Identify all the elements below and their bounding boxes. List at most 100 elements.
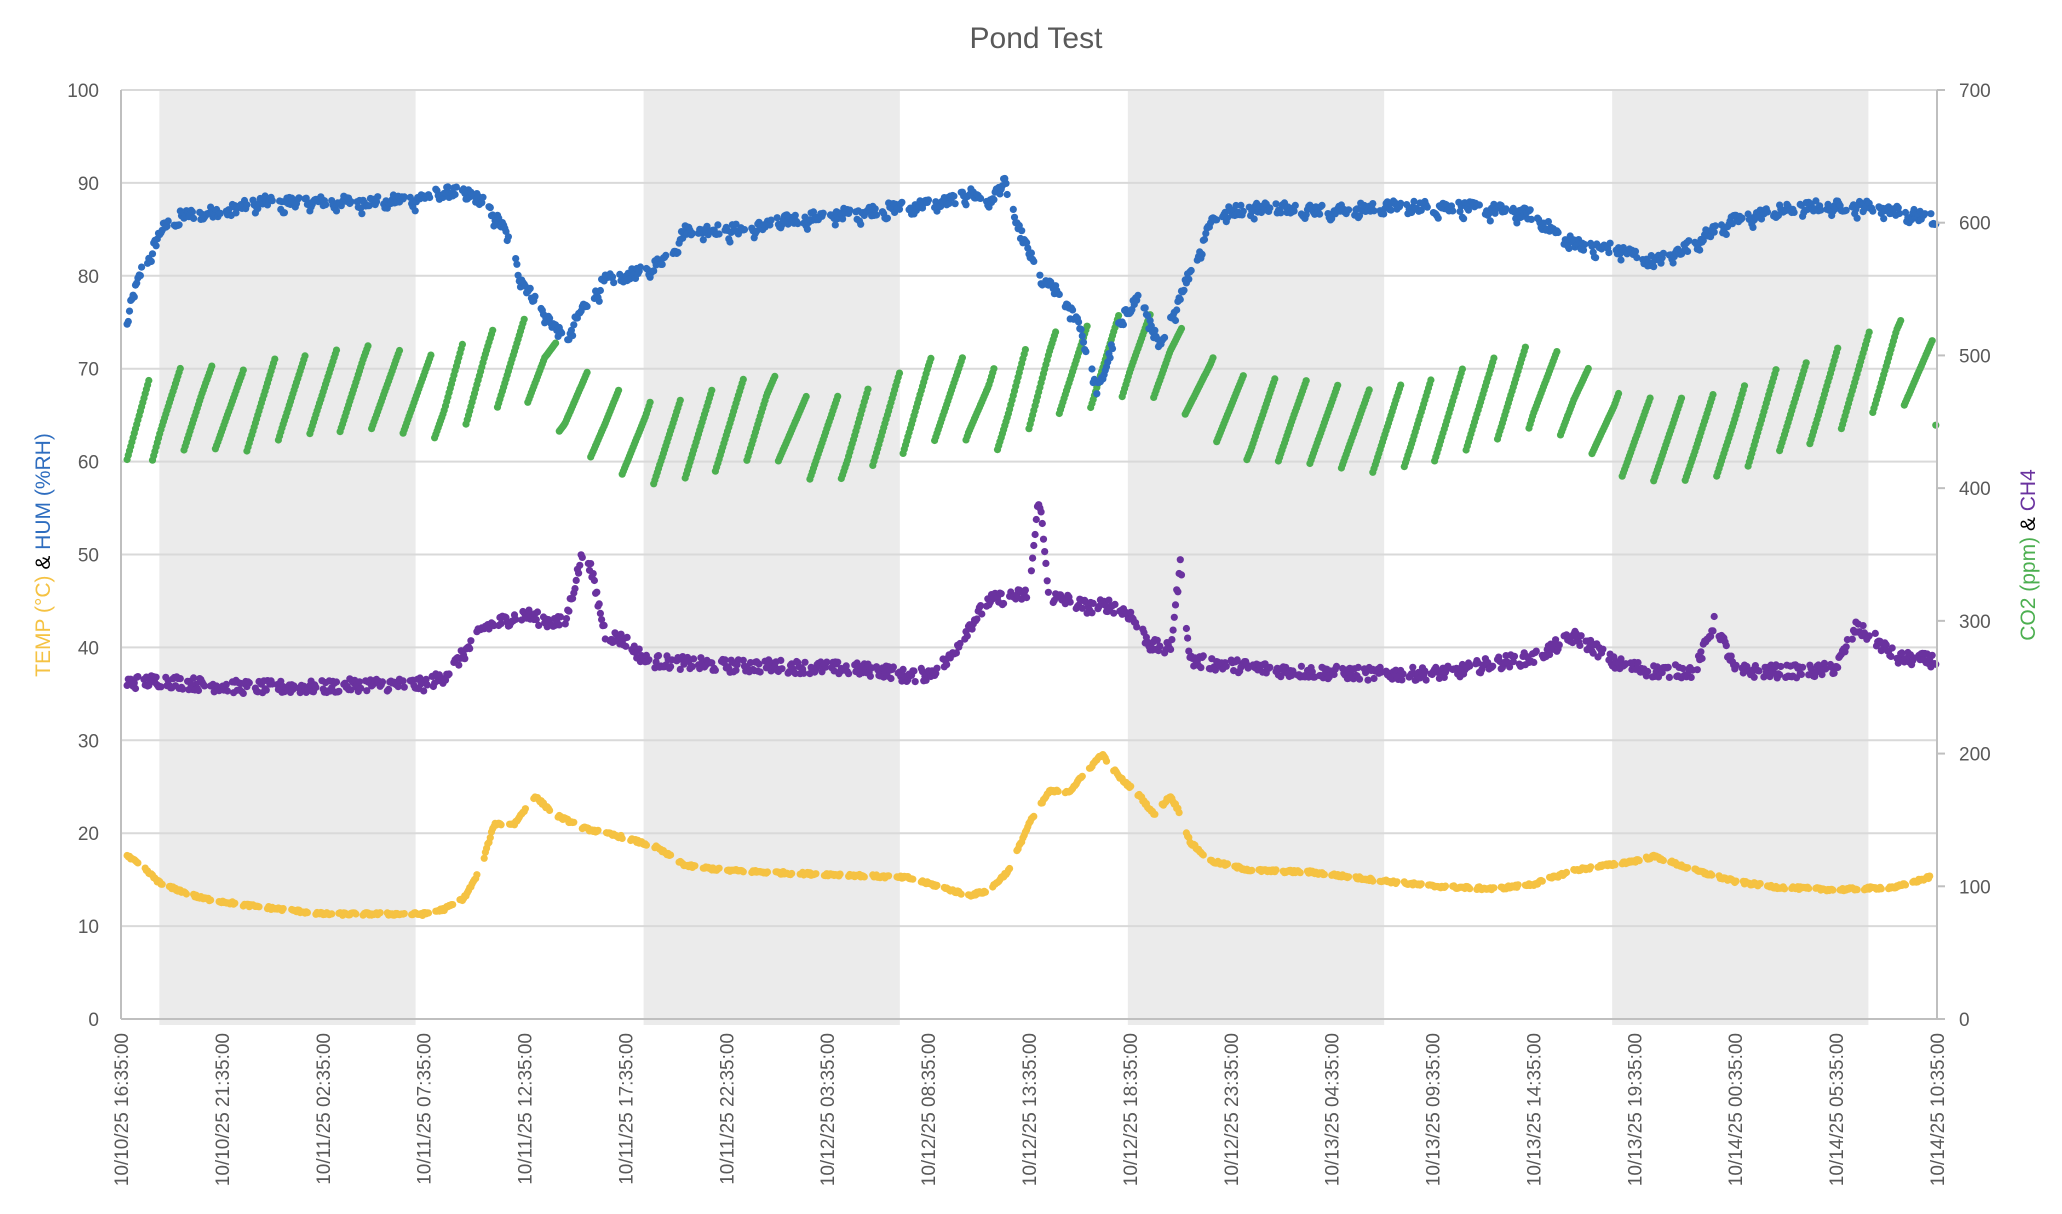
data-point: [533, 608, 542, 616]
data-point: [1102, 757, 1111, 765]
data-point: [1635, 857, 1643, 865]
data-point: [1646, 394, 1654, 402]
data-point: [1859, 622, 1867, 630]
x-tick-label: 10/13/25 19:35:00: [1625, 1033, 1646, 1186]
data-point: [951, 200, 959, 208]
x-tick-label: 10/11/25 22:35:00: [717, 1033, 738, 1185]
data-point: [1083, 322, 1091, 330]
data-point: [1834, 344, 1842, 352]
data-point: [909, 875, 917, 883]
data-point: [676, 396, 684, 404]
data-point: [148, 250, 157, 258]
data-point: [1587, 863, 1595, 871]
data-point: [332, 678, 341, 686]
data-point: [1777, 662, 1785, 671]
data-point: [1617, 256, 1625, 264]
data-point: [130, 293, 138, 301]
data-point: [1006, 864, 1014, 873]
x-tick-label: 10/10/25 21:35:00: [213, 1033, 234, 1186]
data-point: [834, 658, 842, 666]
data-point: [1710, 228, 1718, 236]
data-point: [1003, 190, 1011, 199]
data-point: [864, 385, 872, 393]
data-point: [801, 658, 809, 666]
left-tick-label: 0: [88, 1010, 99, 1031]
data-point: [1853, 886, 1861, 894]
data-point: [1514, 881, 1522, 889]
data-point: [1458, 365, 1466, 373]
data-point: [1664, 663, 1672, 671]
data-point: [910, 667, 918, 675]
data-point: [1027, 567, 1035, 575]
data-point: [1780, 885, 1789, 893]
data-point: [1398, 676, 1406, 684]
data-point: [1555, 641, 1563, 649]
data-point: [1829, 886, 1837, 894]
data-point: [1168, 636, 1176, 644]
data-point: [1710, 612, 1718, 621]
x-tick-label: 10/12/25 18:35:00: [1121, 1033, 1142, 1186]
right-axis-title-part: CO2 (ppm): [2017, 537, 2040, 641]
data-point: [740, 226, 749, 234]
data-point: [1177, 324, 1186, 333]
data-point: [1054, 787, 1062, 796]
data-point: [1584, 364, 1592, 373]
data-point: [1222, 662, 1230, 670]
data-point: [1151, 326, 1159, 334]
left-tick-label: 90: [78, 174, 99, 195]
data-point: [455, 661, 463, 669]
left-axis-title-part: TEMP (°C): [32, 576, 55, 677]
data-point: [771, 372, 779, 380]
right-tick-label: 0: [1959, 1010, 1970, 1031]
right-axis-title-part: CH4: [2017, 469, 2040, 511]
data-point: [513, 260, 521, 268]
data-point: [1038, 519, 1046, 528]
data-point: [570, 818, 578, 826]
data-point: [1036, 271, 1044, 279]
data-point: [1422, 676, 1430, 684]
data-point: [1332, 662, 1341, 671]
data-point: [1684, 247, 1692, 255]
data-point: [374, 193, 382, 201]
data-point: [1711, 222, 1719, 230]
data-point: [136, 272, 144, 280]
data-point: [1697, 648, 1705, 656]
data-point: [763, 868, 772, 876]
data-point: [1927, 210, 1935, 218]
data-point: [1684, 864, 1692, 872]
data-point: [279, 905, 287, 913]
data-point: [927, 354, 935, 362]
data-point: [1605, 249, 1613, 257]
data-point: [1334, 381, 1342, 389]
data-point: [595, 297, 603, 305]
data-point: [578, 553, 586, 562]
data-point: [610, 279, 618, 287]
data-point: [1397, 381, 1405, 389]
data-point: [1320, 870, 1328, 879]
data-point: [834, 392, 842, 400]
data-point: [1345, 873, 1353, 881]
data-point: [1075, 318, 1083, 326]
data-point: [134, 859, 142, 867]
data-point: [726, 238, 734, 246]
x-tick-label: 10/12/25 08:35:00: [919, 1033, 940, 1186]
data-point: [301, 352, 309, 360]
data-point: [1521, 343, 1529, 351]
data-point: [595, 600, 603, 608]
data-point: [424, 909, 433, 917]
data-point: [600, 621, 608, 630]
data-point: [1738, 214, 1746, 222]
data-point: [1171, 316, 1180, 325]
data-point: [1576, 641, 1584, 650]
data-point: [1928, 337, 1936, 345]
right-tick-label: 400: [1959, 479, 1991, 500]
data-point: [1093, 390, 1101, 398]
data-point: [1174, 588, 1182, 596]
left-tick-label: 60: [78, 453, 99, 474]
data-point: [546, 806, 554, 815]
data-point: [312, 683, 320, 692]
data-point: [152, 673, 160, 681]
data-point: [1355, 675, 1364, 683]
data-point: [1030, 812, 1038, 821]
data-point: [1365, 386, 1373, 394]
